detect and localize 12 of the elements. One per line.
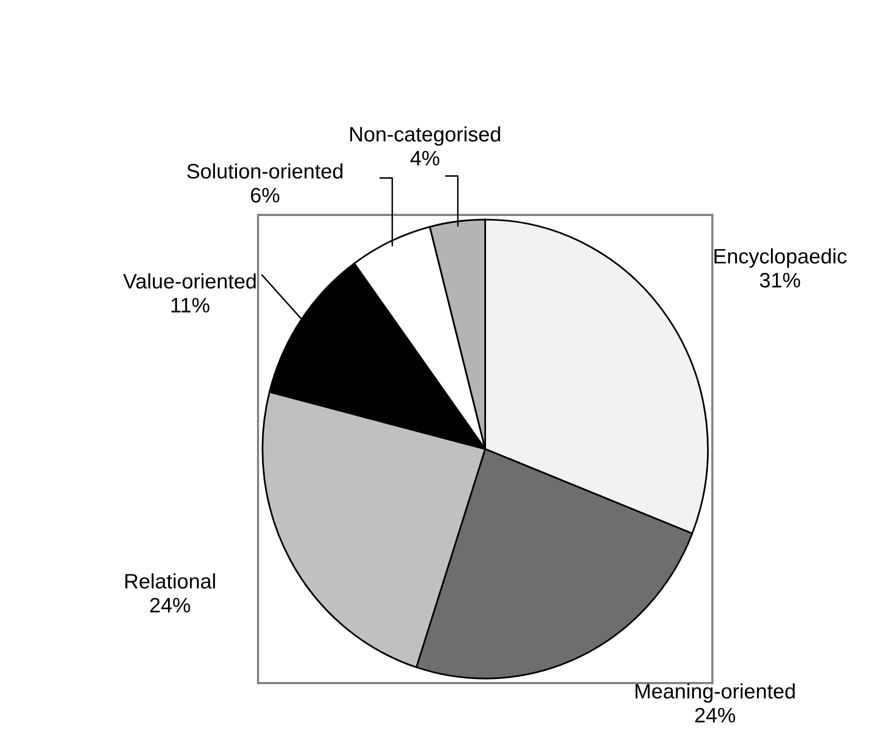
slice-label: Solution-oriented — [187, 163, 342, 179]
data-label: 6% — [251, 188, 280, 203]
data-label: 11% — [172, 298, 210, 312]
slice-label: Relational — [125, 573, 215, 589]
slice-label: Meaning-oriented — [636, 683, 795, 703]
data-label: 24% — [150, 598, 190, 612]
slice-label: Value-oriented — [123, 273, 256, 289]
data-label: 24% — [695, 708, 736, 722]
slice-label: Non-categorised — [350, 126, 500, 146]
data-label: 31% — [760, 272, 800, 288]
data-label: 4% — [410, 150, 440, 166]
slice-label: Encyclopaedic — [714, 248, 847, 268]
